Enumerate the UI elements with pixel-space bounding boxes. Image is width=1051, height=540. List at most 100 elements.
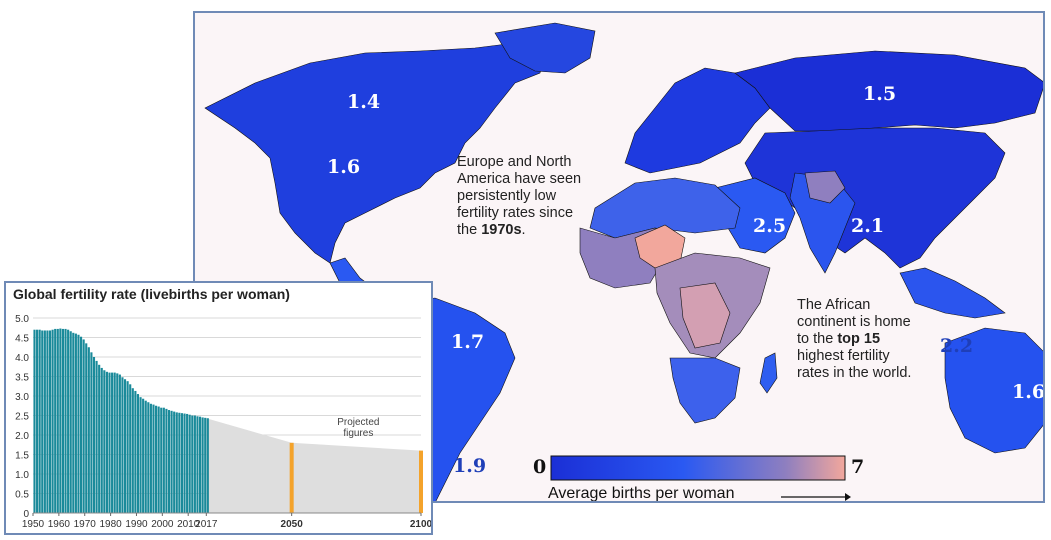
bar — [131, 388, 134, 513]
bar — [100, 367, 103, 513]
bar — [98, 364, 101, 513]
north-america-shape — [204, 42, 546, 264]
bar — [162, 407, 165, 513]
middle-east-shape — [714, 177, 796, 254]
bar — [74, 333, 77, 513]
bar — [180, 413, 184, 513]
bar — [152, 404, 155, 513]
x-tick-label: 1970 — [74, 519, 97, 530]
label-north-america-lower: 1.6 — [327, 156, 361, 178]
bar — [123, 379, 127, 513]
bar — [149, 403, 152, 513]
bar — [201, 417, 204, 513]
bar — [139, 397, 142, 513]
world-map-svg — [204, 22, 1043, 501]
europe-shape — [624, 67, 771, 174]
y-tick-label: 3.0 — [15, 392, 29, 403]
bar — [95, 360, 98, 513]
label-australia: 1.6 — [1012, 381, 1045, 403]
y-tick-label: 2.5 — [15, 412, 29, 423]
greenland-shape — [494, 22, 596, 74]
x-tick-label: 2010 — [177, 519, 200, 530]
bar — [46, 330, 49, 513]
bar — [165, 408, 168, 513]
scale-caption: Average births per woman — [548, 485, 735, 502]
bar — [204, 417, 207, 513]
fertility-chart-panel: Global fertility rate (livebirths per wo… — [4, 281, 433, 535]
bar — [108, 372, 111, 513]
bar — [61, 328, 65, 513]
bar — [136, 394, 140, 513]
y-tick-label: 0.5 — [15, 490, 29, 501]
bar — [48, 330, 52, 513]
bar — [38, 329, 41, 513]
bar — [206, 418, 209, 513]
drc-shape — [679, 282, 731, 349]
label-middle-east: 2.5 — [753, 215, 787, 237]
bar — [157, 406, 160, 513]
india-shape — [789, 172, 856, 274]
bar — [43, 330, 46, 513]
bar — [69, 331, 72, 513]
bar — [188, 414, 191, 513]
bar — [111, 372, 114, 513]
bar — [191, 415, 194, 513]
russia-shape — [734, 50, 1043, 132]
afghanistan-shape — [804, 170, 846, 204]
scale-min-label: 0 — [533, 456, 547, 478]
projected-bar — [289, 442, 294, 513]
scale-max-label: 7 — [851, 456, 865, 478]
x-tick-label: 1950 — [22, 519, 45, 530]
projected-bar — [419, 450, 423, 513]
x-tick-label: 2100 — [410, 519, 431, 530]
bar — [56, 328, 59, 513]
projected-area — [206, 418, 421, 513]
bar — [193, 415, 196, 513]
x-tick-label: 2000 — [151, 519, 174, 530]
bar — [173, 411, 176, 513]
y-tick-label: 1.0 — [15, 470, 29, 481]
x-tick-label: 1980 — [99, 519, 122, 530]
bar — [82, 339, 85, 513]
label-south-america-upper: 1.7 — [451, 331, 485, 353]
bar — [33, 329, 36, 513]
world-fertility-map: 1.4 1.6 1.5 2.5 2.1 2.2 1.6 1.7 1.9 Euro… — [193, 11, 1045, 503]
bar — [41, 330, 44, 513]
label-north-america-upper: 1.4 — [347, 91, 381, 113]
color-scale-bar — [550, 455, 846, 481]
bar — [183, 413, 186, 513]
bar — [36, 329, 39, 513]
bar — [198, 416, 202, 513]
bar — [196, 416, 199, 513]
africa-south-shape — [669, 357, 741, 424]
x-tick-label: 2017 — [195, 519, 218, 530]
projected-label: Projected — [337, 417, 379, 428]
scale-arrow-head — [845, 493, 851, 501]
bar — [116, 373, 119, 513]
label-south-america-lower: 1.9 — [453, 455, 487, 477]
bar — [64, 328, 67, 513]
note-africa: The African continent is home to the top… — [797, 297, 912, 381]
bar — [186, 413, 189, 513]
australia-shape — [944, 327, 1043, 454]
note-europe-north-america: Europe and North America have seen persi… — [457, 154, 582, 238]
bar — [79, 336, 83, 513]
bar — [118, 374, 121, 513]
x-tick-label: 1990 — [125, 519, 148, 530]
bar — [113, 372, 116, 513]
bar — [77, 334, 80, 513]
fertility-chart-svg: 0 0.5 1.0 1.5 2.0 2.5 3.0 3.5 4.0 4.5 5.0 Projected… — [15, 314, 431, 530]
bar — [103, 370, 106, 513]
madagascar-shape — [759, 352, 778, 394]
bar — [105, 371, 108, 513]
bar — [155, 405, 158, 513]
bar — [147, 402, 150, 513]
bar — [72, 332, 75, 513]
projected-label: figures — [343, 428, 373, 439]
chart-title: Global fertility rate (livebirths per wo… — [13, 286, 290, 302]
label-southeast-asia: 2.2 — [940, 335, 974, 357]
y-tick-label: 3.5 — [15, 373, 29, 384]
bar — [59, 328, 62, 513]
y-tick-label: 4.0 — [15, 353, 29, 364]
bar — [129, 384, 132, 513]
